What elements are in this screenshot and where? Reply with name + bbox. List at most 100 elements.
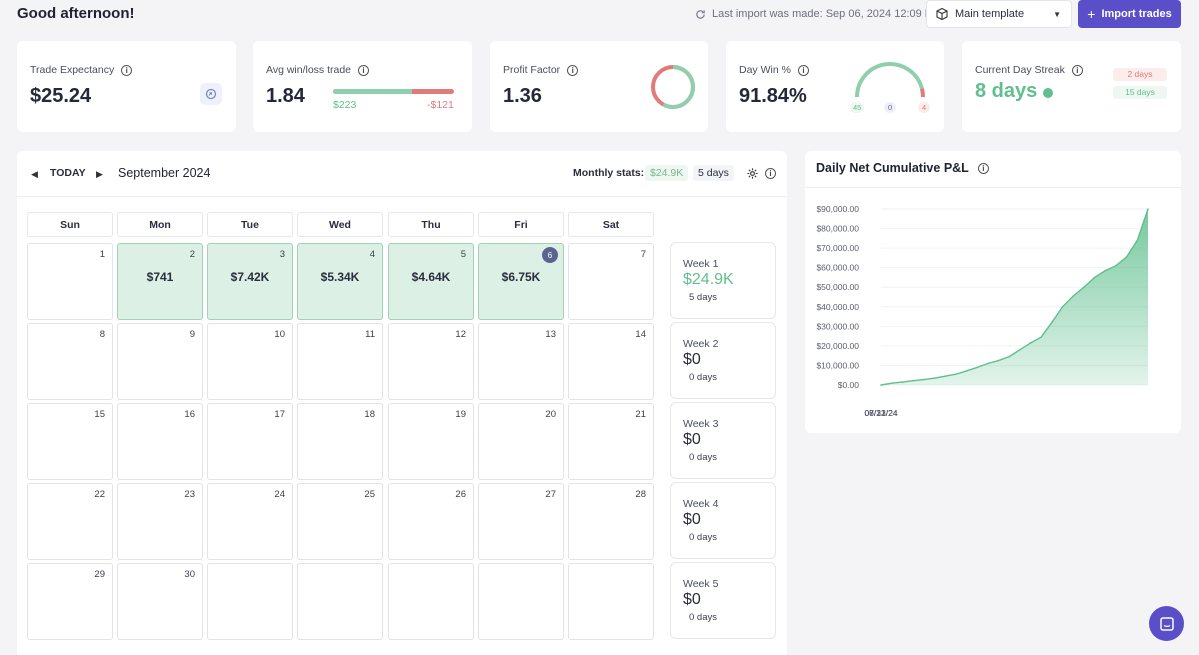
chat-support-button[interactable] — [1149, 606, 1184, 641]
trade-expectancy-card: Trade Expectancy i $25.24 — [17, 41, 236, 132]
loss-streak-badge: 2 days — [1113, 68, 1167, 81]
day-number: 25 — [364, 489, 375, 500]
calendar-day-18[interactable]: 18 — [297, 403, 383, 480]
x-tick-label: 06/23/24 — [864, 408, 897, 418]
pnl-point — [1051, 321, 1053, 324]
info-icon[interactable]: i — [1071, 64, 1083, 76]
calendar-day-13[interactable]: 13 — [478, 323, 564, 400]
pnl-point — [997, 359, 1000, 362]
today-button[interactable]: TODAY — [50, 167, 86, 179]
calendar-day-10[interactable]: 10 — [207, 323, 293, 400]
info-icon[interactable]: i — [977, 162, 989, 174]
calendar-day-24[interactable]: 24 — [207, 483, 293, 560]
import-trades-button[interactable]: + Import trades — [1078, 0, 1181, 28]
monthly-stats-label: Monthly stats: — [573, 167, 645, 179]
calendar-day-11[interactable]: 11 — [297, 323, 383, 400]
cumulative-pnl-chart: $0.00 $10,000.00 $20,000.00 $30,000.00 $40,0… — [816, 204, 1149, 418]
calendar-day-17[interactable]: 17 — [207, 403, 293, 480]
info-icon[interactable]: i — [797, 64, 809, 76]
calendar-day-27[interactable]: 27 — [478, 483, 564, 560]
week-summary-card[interactable]: Week 3 $0 0 days — [670, 402, 776, 479]
week-label: Week 1 — [683, 258, 719, 270]
day-number: 20 — [545, 409, 556, 420]
calendar-day-16[interactable]: 16 — [117, 403, 203, 480]
week-pnl: $0 — [683, 431, 701, 448]
chat-icon — [1159, 616, 1174, 631]
day-number: 6 — [542, 247, 558, 263]
calendar-day-15[interactable]: 15 — [27, 403, 113, 480]
day-loss-arc — [919, 88, 925, 98]
info-icon[interactable]: i — [358, 64, 370, 76]
pnl-point — [1040, 336, 1042, 338]
pnl-point — [1093, 276, 1096, 279]
week-days: 0 days — [689, 532, 717, 543]
expectancy-badge-icon — [200, 83, 222, 105]
calendar-day-6[interactable]: 6 $6.75K — [478, 243, 564, 320]
calendar-day-empty — [297, 563, 383, 640]
monthly-days: 5 days — [693, 165, 734, 181]
info-icon[interactable]: i — [567, 64, 579, 76]
profit-factor-label: Profit Factor — [503, 64, 561, 76]
day-number: 12 — [455, 329, 466, 340]
day-streak-label: Current Day Streak — [975, 64, 1065, 76]
week-summary-card[interactable]: Week 5 $0 0 days — [670, 562, 776, 639]
x-tick-label: 08/23/24 — [864, 408, 897, 418]
pnl-point — [890, 382, 893, 385]
calendar-day-1[interactable]: 1 — [27, 243, 113, 320]
weekday-thu: Thu — [388, 212, 474, 237]
day-win-label: Day Win % — [739, 64, 791, 76]
calendar-day-28[interactable]: 28 — [568, 483, 654, 560]
calendar-day-7[interactable]: 7 — [568, 243, 654, 320]
calendar-day-30[interactable]: 30 — [117, 563, 203, 640]
x-tick-label: 07/31/24 — [864, 408, 897, 418]
calendar-day-19[interactable]: 19 — [388, 403, 474, 480]
info-icon[interactable]: i — [121, 64, 133, 76]
pnl-point — [954, 373, 957, 376]
calendar-day-12[interactable]: 12 — [388, 323, 474, 400]
calendar-day-4[interactable]: 4 $5.34K — [297, 243, 383, 320]
pnl-point — [1115, 264, 1117, 267]
template-select[interactable]: Main template ▼ — [926, 0, 1072, 28]
pnl-point — [1061, 305, 1064, 308]
day-win-arc — [855, 62, 924, 98]
calendar-day-23[interactable]: 23 — [117, 483, 203, 560]
calendar-day-3[interactable]: 3 $7.42K — [207, 243, 293, 320]
calendar-day-14[interactable]: 14 — [568, 323, 654, 400]
week-summary-card[interactable]: Week 2 $0 0 days — [670, 322, 776, 399]
day-number: 26 — [455, 489, 466, 500]
calendar-panel: ◀ TODAY ▶ September 2024 Monthly stats: … — [17, 151, 787, 655]
calendar-day-5[interactable]: 5 $4.64K — [388, 243, 474, 320]
calendar-day-22[interactable]: 22 — [27, 483, 113, 560]
day-pnl: $6.75K — [501, 270, 541, 284]
week-summary-card[interactable]: Week 1 $24.9K 5 days — [670, 242, 776, 319]
pnl-point — [987, 362, 989, 365]
pnl-point — [1029, 342, 1032, 344]
breakeven-days-count: 0 — [884, 102, 897, 113]
day-number: 30 — [184, 569, 195, 580]
calendar-day-2[interactable]: 2 $741 — [117, 243, 203, 320]
day-number: 19 — [455, 409, 466, 420]
prev-month-arrow-icon[interactable]: ◀ — [31, 169, 38, 179]
calendar-day-8[interactable]: 8 — [27, 323, 113, 400]
calendar-day-20[interactable]: 20 — [478, 403, 564, 480]
weekday-tue: Tue — [207, 212, 293, 237]
week-summary-card[interactable]: Week 4 $0 0 days — [670, 482, 776, 559]
gear-icon[interactable] — [746, 167, 759, 180]
week-pnl: $0 — [683, 511, 701, 528]
day-win-card: Day Win % i 91.84% 45 0 4 — [726, 41, 944, 132]
pnl-point — [1147, 208, 1149, 210]
calendar-day-9[interactable]: 9 — [117, 323, 203, 400]
calendar-day-26[interactable]: 26 — [388, 483, 474, 560]
day-number: 14 — [635, 329, 646, 340]
avg-win-loss-card: Avg win/loss trade i 1.84 $223 -$121 — [253, 41, 472, 132]
info-icon[interactable]: i — [765, 168, 776, 179]
day-number: 10 — [274, 329, 285, 340]
pnl-point — [976, 366, 978, 369]
calendar-day-25[interactable]: 25 — [297, 483, 383, 560]
calendar-day-29[interactable]: 29 — [27, 563, 113, 640]
week-days: 5 days — [689, 292, 717, 303]
calendar-day-empty — [207, 563, 293, 640]
calendar-day-21[interactable]: 21 — [568, 403, 654, 480]
next-month-arrow-icon[interactable]: ▶ — [96, 169, 103, 179]
week-label: Week 4 — [683, 498, 719, 510]
